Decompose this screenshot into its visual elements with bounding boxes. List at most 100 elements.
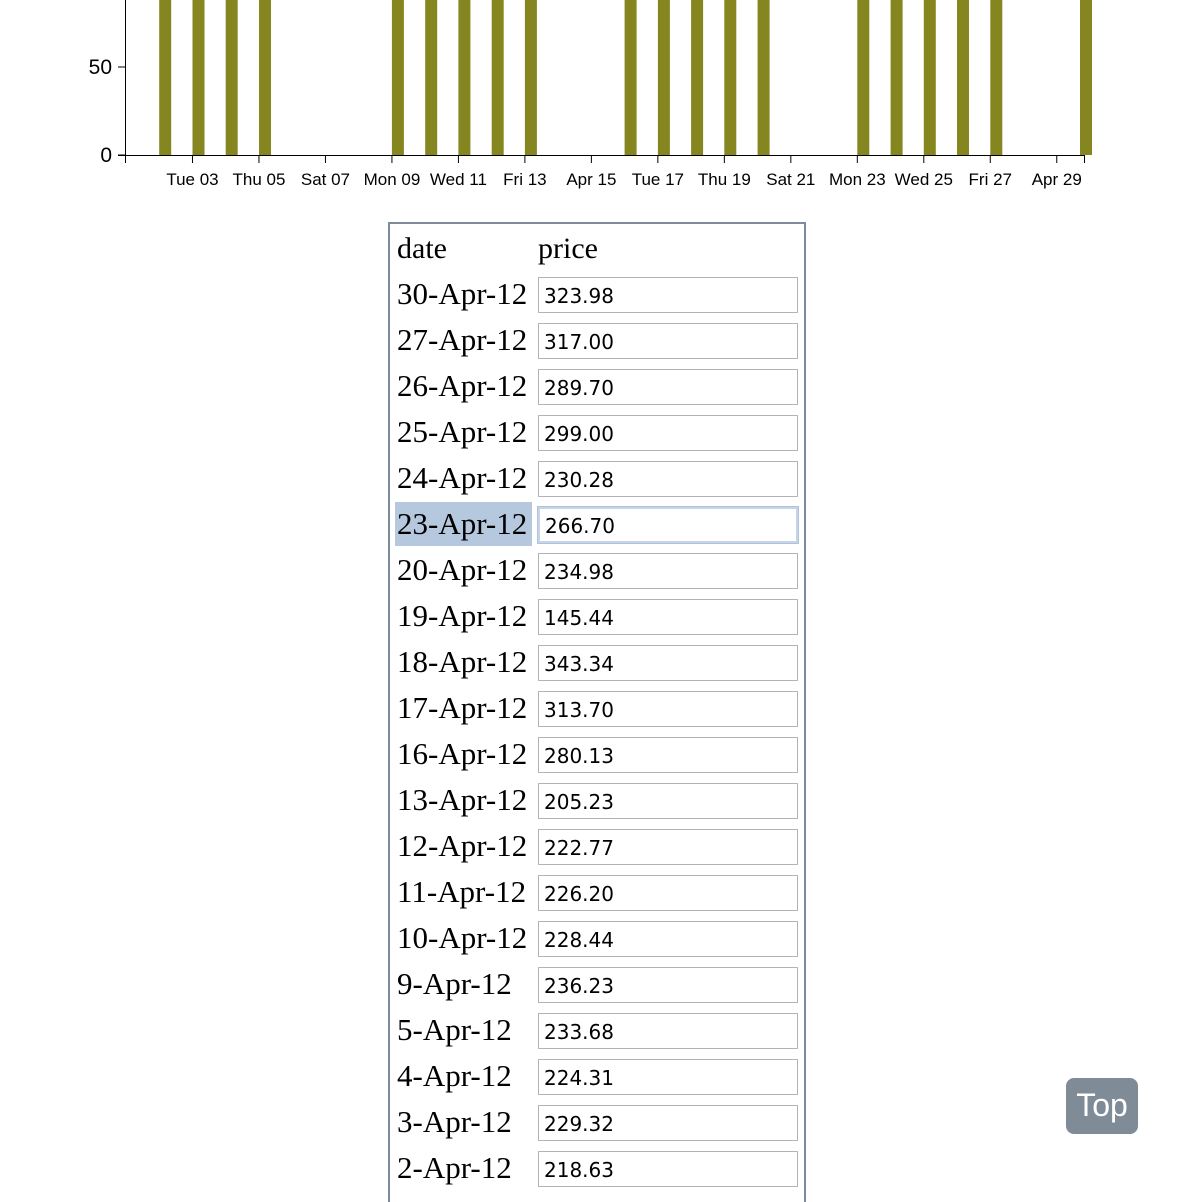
- x-tick-label: Apr 29: [1032, 170, 1082, 189]
- price-cell: [536, 502, 800, 546]
- table-row: 2-Apr-12: [395, 1146, 800, 1190]
- scroll-to-top-button[interactable]: Top: [1066, 1078, 1138, 1134]
- price-input[interactable]: [538, 921, 798, 957]
- table-row: 12-Apr-12: [395, 824, 800, 868]
- table-row: 19-Apr-12: [395, 594, 800, 638]
- price-cell: [536, 732, 800, 776]
- price-input[interactable]: [538, 1013, 798, 1049]
- date-column-header: date: [397, 232, 447, 265]
- bar-2012-04-24: [890, 0, 903, 155]
- price-cell: [536, 272, 800, 316]
- price-input[interactable]: [538, 1105, 798, 1141]
- table-row: 11-Apr-12: [395, 870, 800, 914]
- bar-2012-04-20: [757, 0, 770, 155]
- price-input[interactable]: [538, 783, 798, 819]
- bar-2012-04-27: [990, 0, 1003, 156]
- date-cell: 2-Apr-12: [397, 1150, 512, 1185]
- table-row: 4-Apr-12: [395, 1054, 800, 1098]
- price-input[interactable]: [538, 737, 798, 773]
- table-row: 27-Apr-12: [395, 318, 800, 362]
- bar-2012-04-10: [425, 0, 438, 155]
- price-input[interactable]: [538, 553, 798, 589]
- price-cell: [536, 456, 800, 500]
- price-input[interactable]: [538, 829, 798, 865]
- price-bar-chart: 0 50 Tue 03 Thu 05 Sat 07 Mon 09 Wed 11 Fri 13…: [89, 0, 1092, 189]
- date-cell: 11-Apr-12: [397, 874, 527, 909]
- date-cell: 5-Apr-12: [397, 1012, 512, 1047]
- price-input[interactable]: [538, 507, 798, 543]
- price-input[interactable]: [538, 875, 798, 911]
- bars-layer: [159, 0, 1092, 156]
- table-row: 3-Apr-12: [395, 1100, 800, 1144]
- bar-2012-04-18: [691, 0, 704, 155]
- table-row: 5-Apr-12: [395, 1008, 800, 1052]
- bar-2012-04-26: [957, 0, 969, 155]
- price-table-container: date price 30-Apr-12 27-Apr-12 26-Apr-12 25…: [388, 222, 806, 1202]
- bar-2012-04-09: [391, 0, 404, 155]
- price-cell: [536, 318, 800, 362]
- price-cell: [536, 778, 800, 822]
- x-tick-label: Mon 09: [364, 170, 421, 189]
- bar-2012-04-05: [259, 0, 271, 155]
- table-row: 23-Apr-12: [395, 502, 800, 546]
- date-cell: 17-Apr-12: [397, 690, 528, 725]
- price-input[interactable]: [538, 369, 798, 405]
- price-input[interactable]: [538, 277, 798, 313]
- date-cell: 10-Apr-12: [397, 920, 528, 955]
- date-cell: 23-Apr-12: [395, 502, 532, 546]
- price-cell: [536, 410, 800, 454]
- date-cell: 18-Apr-12: [397, 644, 528, 679]
- table-row: 20-Apr-12: [395, 548, 800, 592]
- table-row: 17-Apr-12: [395, 686, 800, 730]
- price-input[interactable]: [538, 1151, 798, 1187]
- y-tick-label: 0: [100, 144, 112, 167]
- date-cell: 12-Apr-12: [397, 828, 528, 863]
- bar-2012-04-30: [1080, 0, 1092, 155]
- x-tick-label: Fri 13: [503, 170, 546, 189]
- bar-2012-04-03: [192, 0, 205, 155]
- price-input[interactable]: [538, 967, 798, 1003]
- table-row: 13-Apr-12: [395, 778, 800, 822]
- y-axis: 0 50: [89, 0, 126, 167]
- price-input[interactable]: [538, 691, 798, 727]
- bar-2012-04-13: [524, 0, 537, 156]
- price-input[interactable]: [538, 599, 798, 635]
- date-cell: 20-Apr-12: [397, 552, 528, 587]
- date-cell: 25-Apr-12: [397, 414, 528, 449]
- price-cell: [536, 916, 800, 960]
- bar-2012-04-02: [159, 0, 172, 155]
- x-tick-label: Apr 15: [566, 170, 616, 189]
- price-cell: [536, 870, 800, 914]
- bar-2012-04-19: [724, 0, 737, 155]
- price-input[interactable]: [538, 1059, 798, 1095]
- table-body: 30-Apr-12 27-Apr-12 26-Apr-12 25-Apr-12 24-A…: [395, 272, 800, 1190]
- price-cell: [536, 640, 800, 684]
- x-tick-label: Thu 19: [698, 170, 751, 189]
- price-table: date price 30-Apr-12 27-Apr-12 26-Apr-12 25…: [391, 226, 804, 1192]
- price-input[interactable]: [538, 645, 798, 681]
- price-input[interactable]: [538, 323, 798, 359]
- table-header-row: date price: [395, 228, 800, 270]
- price-cell: [536, 364, 800, 408]
- date-cell: 9-Apr-12: [397, 966, 512, 1001]
- x-tick-label: Fri 27: [969, 170, 1012, 189]
- bar-2012-04-04: [225, 0, 238, 155]
- x-tick-label: Tue 17: [632, 170, 684, 189]
- price-cell: [536, 594, 800, 638]
- price-cell: [536, 1100, 800, 1144]
- date-cell: 16-Apr-12: [397, 736, 528, 771]
- table-row: 30-Apr-12: [395, 272, 800, 316]
- price-input[interactable]: [538, 415, 798, 451]
- x-tick-label: Sat 21: [766, 170, 815, 189]
- bar-2012-04-17: [657, 0, 670, 155]
- price-input[interactable]: [538, 461, 798, 497]
- bar-2012-04-23: [857, 0, 870, 155]
- x-tick-label: Wed 11: [430, 170, 487, 189]
- date-cell: 30-Apr-12: [397, 276, 528, 311]
- price-column-header: price: [538, 232, 598, 265]
- bar-2012-04-12: [491, 0, 504, 155]
- table-row: 9-Apr-12: [395, 962, 800, 1006]
- table-row: 10-Apr-12: [395, 916, 800, 960]
- x-tick-label: Wed 25: [895, 170, 953, 189]
- date-cell: 4-Apr-12: [397, 1058, 512, 1093]
